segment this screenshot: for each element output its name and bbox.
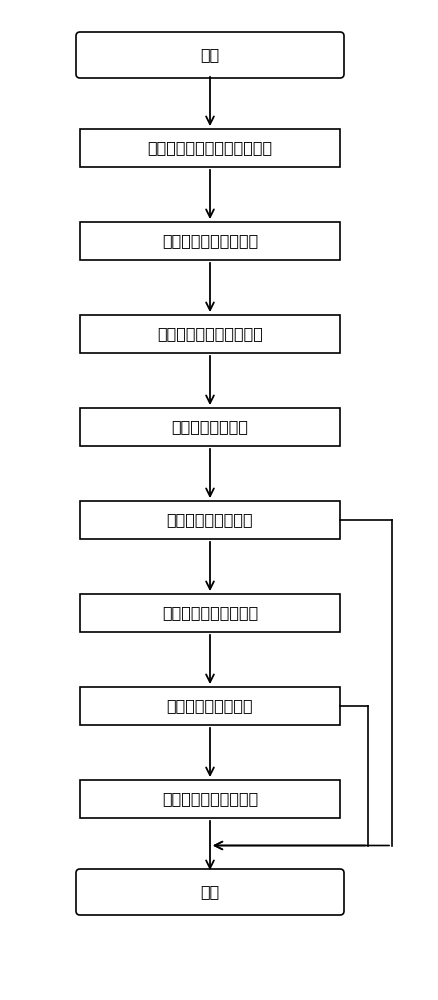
Text: 组坯优化可行性判别: 组坯优化可行性判别 [167, 512, 253, 528]
FancyBboxPatch shape [76, 869, 344, 915]
Bar [80, 129, 340, 167]
Text: 开始: 开始 [200, 47, 219, 62]
Text: 计算区间定尺辅助组坯: 计算区间定尺辅助组坯 [162, 792, 258, 806]
Text: 计算区间定尺组坯: 计算区间定尺组坯 [172, 420, 248, 434]
Text: 组坯优化可行性判别: 组坯优化可行性判别 [167, 698, 253, 714]
Bar [80, 687, 340, 725]
Bar [80, 315, 340, 353]
Bar [80, 594, 340, 632]
Text: 计算区间路径寻优组坯: 计算区间路径寻优组坯 [162, 605, 258, 620]
Text: 命令消化开始、结束指针确定: 命令消化开始、结束指针确定 [148, 140, 272, 155]
Bar [80, 408, 340, 446]
Text: 计算区间可切割短坯预估: 计算区间可切割短坯预估 [157, 326, 263, 342]
Bar [80, 501, 340, 539]
Text: 短尺计算区间的初始化: 短尺计算区间的初始化 [162, 233, 258, 248]
Text: 结束: 结束 [200, 884, 219, 900]
FancyBboxPatch shape [76, 32, 344, 78]
Bar [80, 780, 340, 818]
Bar [80, 222, 340, 260]
